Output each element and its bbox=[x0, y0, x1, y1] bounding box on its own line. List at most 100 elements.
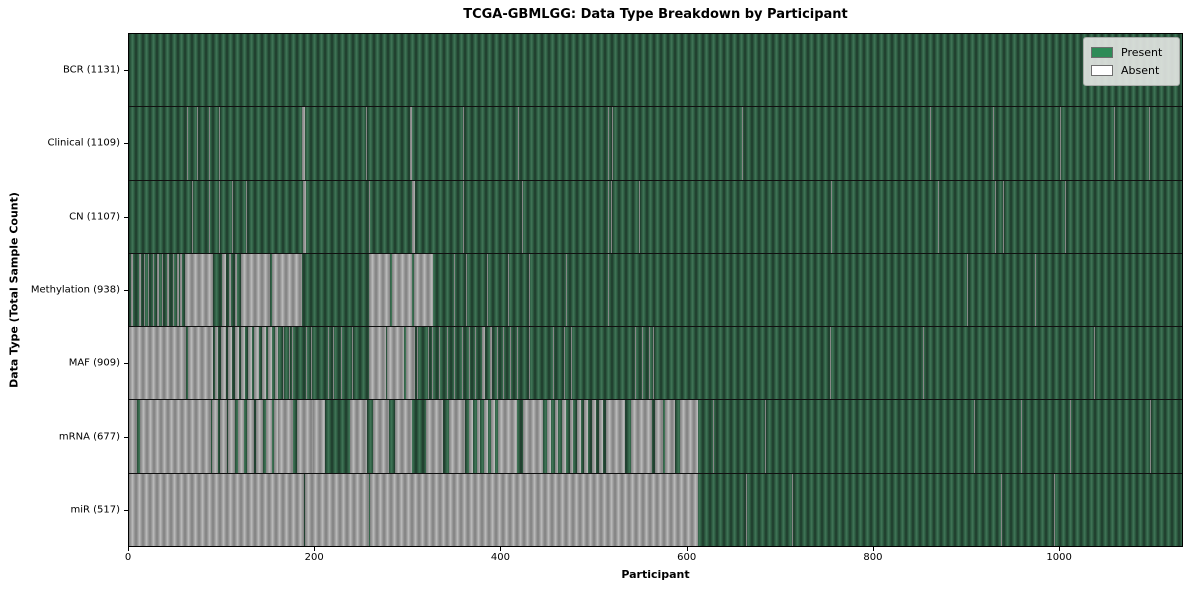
absent-segment bbox=[995, 180, 997, 253]
absent-segment bbox=[528, 253, 530, 327]
absent-segment bbox=[607, 107, 609, 180]
absent-segment bbox=[368, 180, 370, 253]
absent-segment bbox=[301, 107, 305, 180]
absent-segment bbox=[241, 327, 246, 400]
absent-segment bbox=[431, 327, 433, 400]
absent-segment bbox=[365, 107, 367, 180]
y-tick-mark bbox=[124, 143, 128, 145]
absent-segment bbox=[219, 107, 221, 180]
absent-segment bbox=[482, 327, 485, 400]
absent-segment bbox=[502, 327, 504, 400]
absent-segment bbox=[712, 400, 714, 473]
absent-segment bbox=[358, 327, 360, 400]
x-tick-mark bbox=[686, 547, 688, 551]
y-tick-label: Methylation (938) bbox=[30, 284, 120, 296]
absent-segment bbox=[409, 107, 413, 180]
absent-segment bbox=[305, 327, 307, 400]
absent-segment bbox=[497, 400, 518, 473]
absent-segment bbox=[655, 400, 664, 473]
absent-segment bbox=[608, 327, 610, 400]
absent-segment bbox=[510, 327, 511, 400]
absent-segment bbox=[518, 107, 520, 180]
absent-segment bbox=[1070, 400, 1072, 473]
absent-segment bbox=[214, 327, 219, 400]
absent-segment bbox=[412, 180, 416, 253]
absent-segment bbox=[291, 327, 294, 400]
matrix-row bbox=[129, 472, 1182, 546]
absent-segment bbox=[172, 253, 174, 327]
absent-segment bbox=[973, 400, 975, 473]
absent-segment bbox=[162, 253, 164, 327]
absent-segment bbox=[599, 400, 603, 473]
absent-segment bbox=[177, 253, 180, 327]
absent-segment bbox=[552, 327, 554, 400]
absent-segment bbox=[368, 327, 386, 400]
absent-segment bbox=[274, 327, 278, 400]
absent-segment bbox=[313, 400, 326, 473]
absent-segment bbox=[180, 253, 182, 327]
x-axis-label: Participant bbox=[621, 568, 690, 581]
absent-segment bbox=[147, 253, 150, 327]
absent-segment bbox=[319, 327, 321, 400]
absent-segment bbox=[448, 400, 466, 473]
x-tick-label: 400 bbox=[490, 552, 510, 563]
absent-segment bbox=[297, 400, 314, 473]
absent-segment bbox=[327, 327, 329, 400]
y-tick-mark bbox=[124, 436, 128, 438]
absent-segment bbox=[387, 327, 405, 400]
absent-segment bbox=[186, 107, 188, 180]
absent-segment bbox=[136, 327, 186, 400]
absent-segment bbox=[454, 327, 456, 400]
absent-segment bbox=[576, 400, 581, 473]
absent-segment bbox=[272, 253, 302, 327]
x-tick-mark bbox=[314, 547, 316, 551]
absent-segment bbox=[405, 327, 416, 400]
absent-segment bbox=[454, 253, 456, 327]
absent-segment bbox=[611, 180, 613, 253]
absent-segment bbox=[462, 180, 464, 253]
absent-segment bbox=[517, 327, 519, 400]
absent-segment bbox=[417, 327, 419, 400]
absent-segment bbox=[571, 327, 573, 400]
chart-title: TCGA-GBMLGG: Data Type Breakdown by Part… bbox=[463, 7, 848, 22]
x-tick-mark bbox=[500, 547, 502, 551]
absent-segment bbox=[1114, 107, 1116, 180]
x-tick-label: 800 bbox=[863, 552, 883, 563]
absent-segment bbox=[392, 253, 413, 327]
absent-segment bbox=[240, 253, 271, 327]
matrix-row bbox=[129, 399, 1182, 473]
absent-segment bbox=[139, 253, 142, 327]
absent-segment bbox=[469, 400, 473, 473]
y-tick-label: mRNA (677) bbox=[58, 431, 120, 443]
absent-segment bbox=[1150, 400, 1152, 473]
y-tick-label: MAF (909) bbox=[68, 357, 120, 369]
absent-swatch-icon bbox=[1091, 64, 1113, 76]
absent-segment bbox=[428, 327, 430, 400]
absent-segment bbox=[1021, 400, 1023, 473]
absent-segment bbox=[562, 400, 566, 473]
absent-segment bbox=[311, 327, 313, 400]
absent-segment bbox=[1053, 473, 1055, 546]
absent-segment bbox=[595, 327, 597, 400]
absent-segment bbox=[273, 400, 278, 473]
absent-segment bbox=[1000, 473, 1002, 546]
x-ticks: 0 200 400 600 800 1000 bbox=[125, 547, 1183, 567]
absent-segment bbox=[208, 107, 210, 180]
y-tick-label: Clinical (1109) bbox=[47, 137, 121, 149]
absent-segment bbox=[930, 107, 932, 180]
absent-segment bbox=[474, 327, 476, 400]
absent-segment bbox=[582, 327, 584, 400]
absent-segment bbox=[653, 327, 655, 400]
absent-segment bbox=[187, 327, 213, 400]
absent-segment bbox=[591, 400, 596, 473]
absent-segment bbox=[340, 327, 342, 400]
absent-segment bbox=[461, 327, 463, 400]
absent-segment bbox=[192, 180, 194, 253]
legend-label-absent: Absent bbox=[1121, 63, 1160, 77]
absent-segment bbox=[630, 400, 653, 473]
absent-segment bbox=[967, 253, 969, 327]
legend-label-present: Present bbox=[1121, 45, 1163, 59]
absent-segment bbox=[1060, 107, 1062, 180]
absent-segment bbox=[277, 400, 294, 473]
absent-segment bbox=[369, 473, 698, 546]
